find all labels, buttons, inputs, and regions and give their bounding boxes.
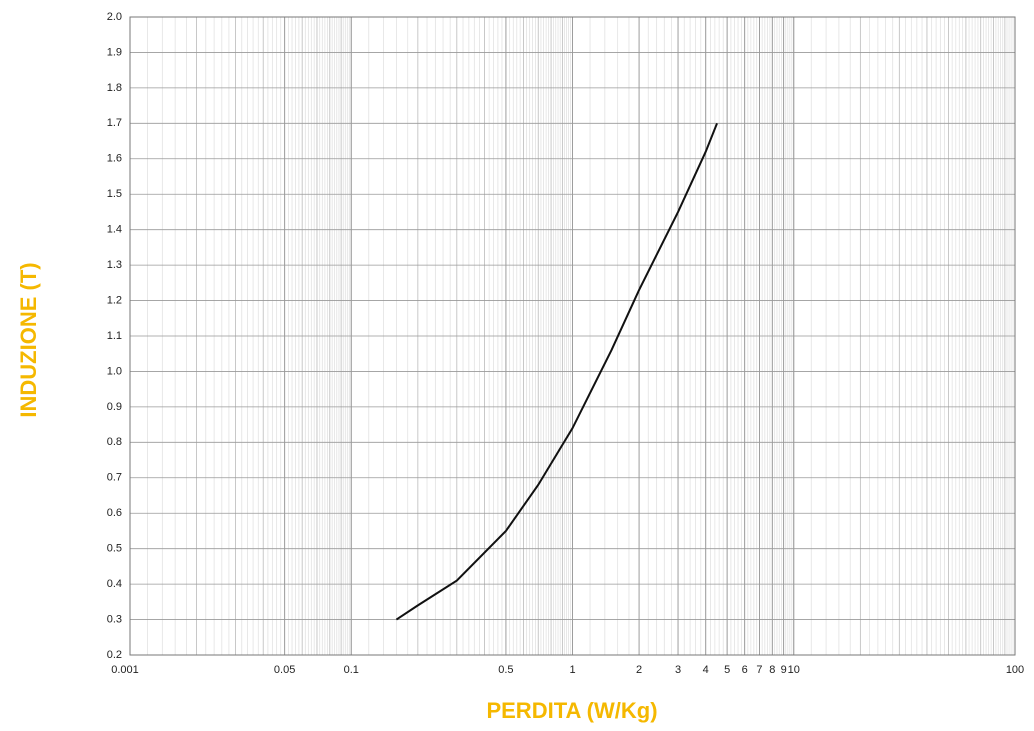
- x-tick-label: 4: [703, 664, 709, 676]
- plot-frame: [129, 16, 1016, 656]
- y-tick-label: 1.3: [107, 259, 122, 271]
- x-tick-label: 2: [636, 664, 642, 676]
- y-axis-title: INDUZIONE (T): [16, 262, 41, 417]
- y-tick-label: 0.9: [107, 401, 122, 413]
- y-tick-label: 1.2: [107, 294, 122, 306]
- y-tick-label: 1.9: [107, 46, 122, 58]
- x-tick-label: 5: [724, 664, 730, 676]
- y-tick-label: 0.7: [107, 472, 122, 484]
- x-tick-label: 0.5: [498, 664, 513, 676]
- y-tick-label: 1.7: [107, 117, 122, 129]
- y-tick-label: 0.2: [107, 649, 122, 661]
- y-tick-label: 0.4: [107, 578, 122, 590]
- y-tick-label: 0.3: [107, 613, 122, 625]
- y-tick-label: 1.6: [107, 153, 122, 165]
- x-tick-label: 1: [569, 664, 575, 676]
- x-tick-label: 9: [781, 664, 787, 676]
- x-tick-label: 100: [1006, 664, 1024, 676]
- x-tick-label: 0.1: [344, 664, 359, 676]
- y-tick-label: 1.4: [107, 224, 122, 236]
- x-tick-label: 7: [756, 664, 762, 676]
- grid: [130, 16, 1016, 656]
- y-tick-label: 0.6: [107, 507, 122, 519]
- x-tick-label: 10: [788, 664, 800, 676]
- y-tick-label: 1.8: [107, 82, 122, 94]
- x-tick-label: 6: [742, 664, 748, 676]
- y-tick-label: 0.5: [107, 543, 122, 555]
- y-tick-label: 1.1: [107, 330, 122, 342]
- y-tick-label: 1.0: [107, 365, 122, 377]
- x-corner-label: 0.001: [111, 664, 139, 676]
- x-tick-label: 3: [675, 664, 681, 676]
- line-series: [395, 122, 718, 621]
- x-tick-label: 8: [769, 664, 775, 676]
- y-tick-label: 0.8: [107, 436, 122, 448]
- x-tick-label: 0.05: [274, 664, 295, 676]
- y-tick-label: 2.0: [107, 11, 122, 23]
- y-tick-label: 1.5: [107, 188, 122, 200]
- x-axis-title: PERDITA (W/Kg): [486, 698, 657, 723]
